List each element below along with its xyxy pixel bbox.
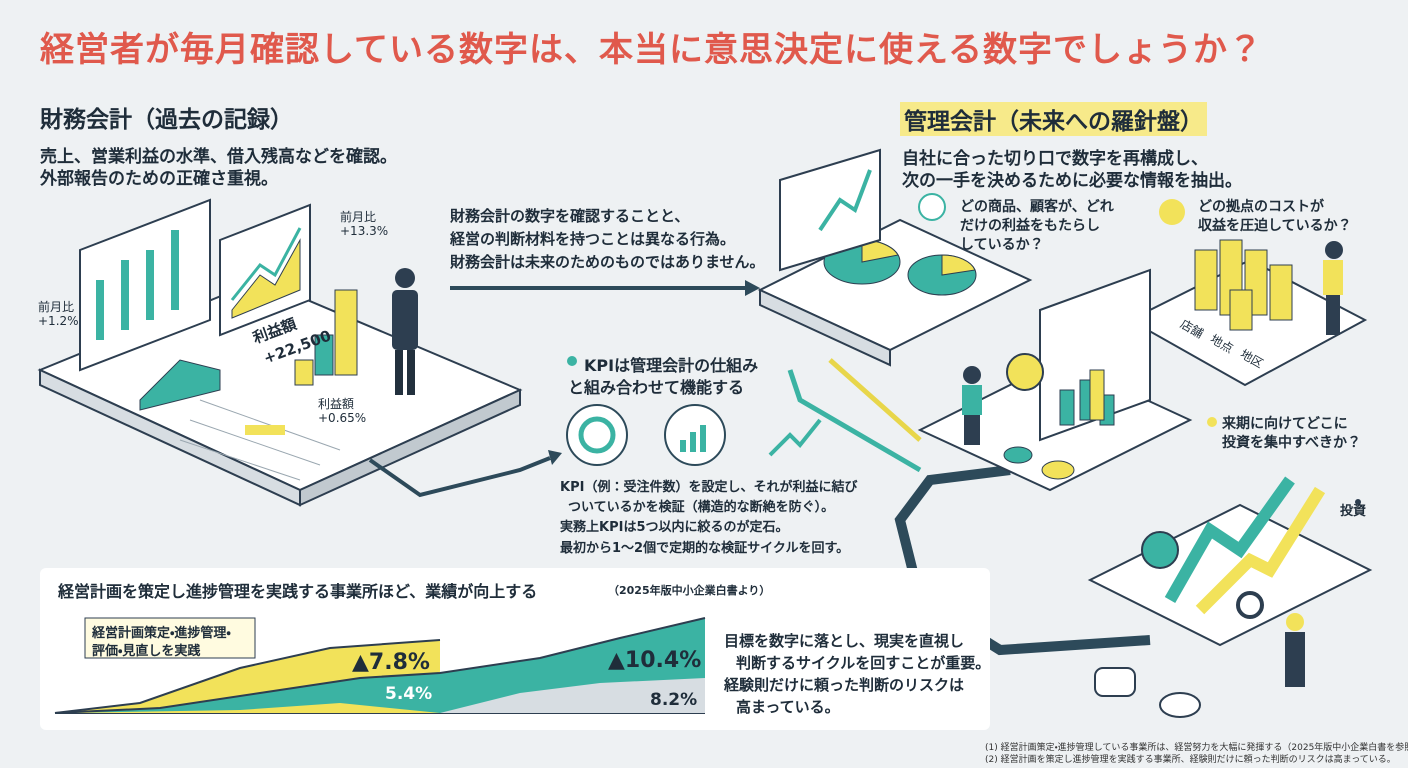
financial-heading: 財務会計（過去の記録）	[40, 107, 293, 133]
kpi-bullet: 最初から1〜2個で定期的な検証サイクルを回す。	[560, 541, 850, 556]
label: 利益額	[318, 397, 355, 411]
management-desc: 次の一手を決めるために必要な情報を抽出。	[902, 171, 1242, 191]
footnote: (1) 経営計画策定・進捗管理している事業所は、経営努力を大幅に発揮する（202…	[985, 743, 1408, 753]
panel-bullet: 目標を数字に落とし、現実を直視し	[724, 632, 965, 650]
question: しているか？	[960, 237, 1044, 253]
label: +0.65%	[318, 411, 367, 425]
kpi-bullet: KPI（例：受注件数）を設定し、それが利益に結び	[560, 480, 858, 495]
question: どの拠点のコストが	[1198, 199, 1324, 215]
growth-chart	[54, 617, 706, 714]
invest-label: 投資	[1340, 504, 1367, 519]
figure: ▲10.4%	[608, 648, 702, 673]
kpi-bullet: ついているかを検証（構造的な断絶を防ぐ）。	[568, 500, 835, 515]
panel-source: （2025年版中小企業白書より）	[608, 584, 771, 597]
kpi-bullet: 実務上KPIは5つ以内に絞るのが定石。	[560, 520, 789, 535]
label: +1.2%	[38, 314, 79, 328]
figure: ▲7.8%	[352, 650, 430, 675]
bottom-panel	[40, 568, 990, 730]
figure: 8.2%	[650, 690, 698, 710]
management-desc: 自社に合った切り口で数字を再構成し、	[902, 149, 1208, 169]
panel-bullet: 経験則だけに頼った判断のリスクは	[724, 676, 965, 694]
financial-desc: 売上、営業利益の水準、借入残高などを確認。	[40, 147, 397, 167]
page-title: 経営者が毎月確認している数字は、本当に意思決定に使える数字でしょうか？	[40, 30, 1263, 70]
panel-bullet: 判断するサイクルを回すことが重要。	[736, 654, 991, 672]
footnote: (2) 経営計画を策定し進捗管理を実践する事業所、経験則だけに頼った判断のリスク…	[985, 755, 1396, 765]
question: どの商品、顧客が、どれ	[960, 199, 1114, 215]
question: だけの利益をもたらし	[960, 218, 1100, 234]
callout: 評価・見直しを実践	[92, 644, 201, 659]
bridge-text: 経営の判断材料を持つことは異なる行為。	[450, 230, 736, 248]
question: 収益を圧迫しているか？	[1198, 218, 1352, 234]
management-heading: 管理会計（未来への羅針盤）	[900, 102, 1207, 136]
question: 来期に向けてどこに	[1222, 416, 1348, 432]
label: 前月比	[38, 300, 75, 314]
label: 前月比	[340, 210, 377, 224]
kpi-heading: KPIは管理会計の仕組み	[584, 356, 759, 375]
panel-bullet: 高まっている。	[736, 698, 840, 716]
bridge-text: 財務会計は未来のためのものではありません。	[450, 253, 765, 271]
question: 投資を集中すべきか？	[1222, 435, 1362, 451]
callout: 経営計画策定・進捗管理・	[92, 626, 231, 641]
label: +13.3%	[340, 224, 389, 238]
bridge-text: 財務会計の数字を確認することと、	[450, 207, 690, 225]
financial-desc: 外部報告のための正確さ重視。	[40, 169, 278, 189]
figure: 5.4%	[385, 684, 433, 704]
kpi-heading: と組み合わせて機能する	[568, 378, 745, 397]
panel-title: 経営計画を策定し進捗管理を実践する事業所ほど、業績が向上する	[58, 582, 538, 601]
